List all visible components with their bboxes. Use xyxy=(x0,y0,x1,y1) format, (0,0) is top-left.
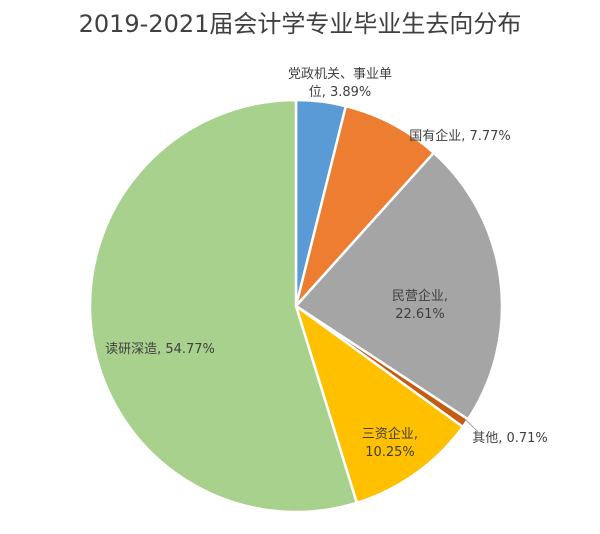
pie-slice xyxy=(293,302,465,505)
slice-label: 其他, 0.71% xyxy=(472,431,548,446)
pie-slice xyxy=(88,98,359,514)
slice-label: 民营企业, 22.61% xyxy=(392,288,448,322)
pie-slice xyxy=(294,151,504,422)
pie-slice xyxy=(294,104,436,307)
slice-label: 读研深造, 54.77% xyxy=(105,342,215,357)
leader-line xyxy=(463,417,479,433)
slice-label: 三资企业, 10.25% xyxy=(362,426,418,460)
slice-label: 国有企业, 7.77% xyxy=(409,128,511,144)
chart-title: 2019-2021届会计学专业毕业生去向分布 xyxy=(78,10,522,38)
slice-label: 党政机关、事业单位, 3.89% xyxy=(288,67,392,100)
